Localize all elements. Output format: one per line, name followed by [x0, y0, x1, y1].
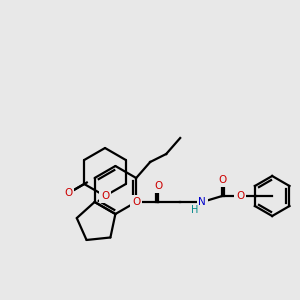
- Text: O: O: [132, 197, 140, 207]
- Text: H: H: [191, 205, 199, 215]
- Text: O: O: [218, 175, 226, 185]
- Text: N: N: [198, 197, 206, 207]
- Text: O: O: [236, 191, 244, 201]
- Text: O: O: [64, 188, 73, 198]
- Text: O: O: [154, 181, 162, 191]
- Text: O: O: [101, 191, 109, 201]
